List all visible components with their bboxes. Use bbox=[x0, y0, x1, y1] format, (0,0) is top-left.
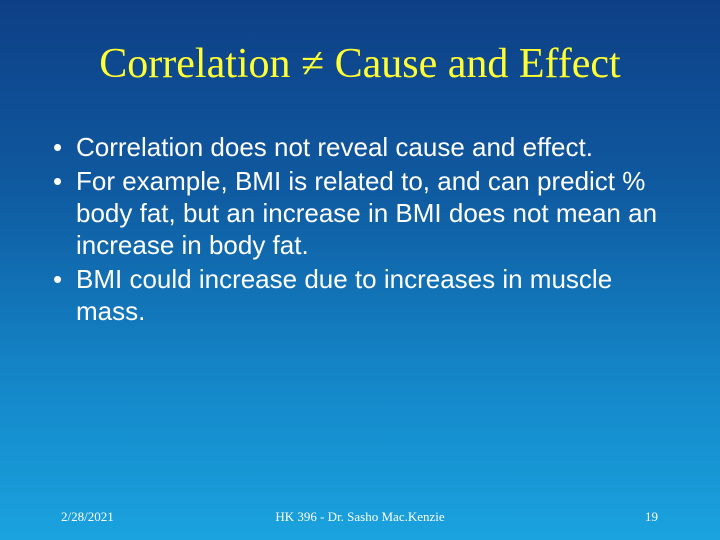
bullet-item: • BMI could increase due to increases in… bbox=[44, 263, 674, 327]
bullet-marker: • bbox=[53, 264, 63, 294]
footer-center-text: HK 396 - Dr. Sasho Mac.Kenzie bbox=[275, 509, 445, 524]
bullet-list: • Correlation does not reveal cause and … bbox=[44, 131, 674, 329]
bullet-text: Correlation does not reveal cause and ef… bbox=[76, 132, 593, 162]
slide-title: Correlation ≠ Cause and Effect bbox=[99, 41, 621, 87]
footer-date: 2/28/2021 bbox=[61, 509, 114, 524]
footer-page-number: 19 bbox=[645, 509, 658, 524]
bullet-marker: • bbox=[53, 166, 63, 196]
bullet-text: For example, BMI is related to, and can … bbox=[76, 166, 658, 260]
bullet-item: • For example, BMI is related to, and ca… bbox=[44, 165, 674, 261]
bullet-text: BMI could increase due to increases in m… bbox=[76, 264, 613, 326]
bullet-item: • Correlation does not reveal cause and … bbox=[44, 131, 674, 163]
bullet-marker: • bbox=[53, 132, 63, 162]
